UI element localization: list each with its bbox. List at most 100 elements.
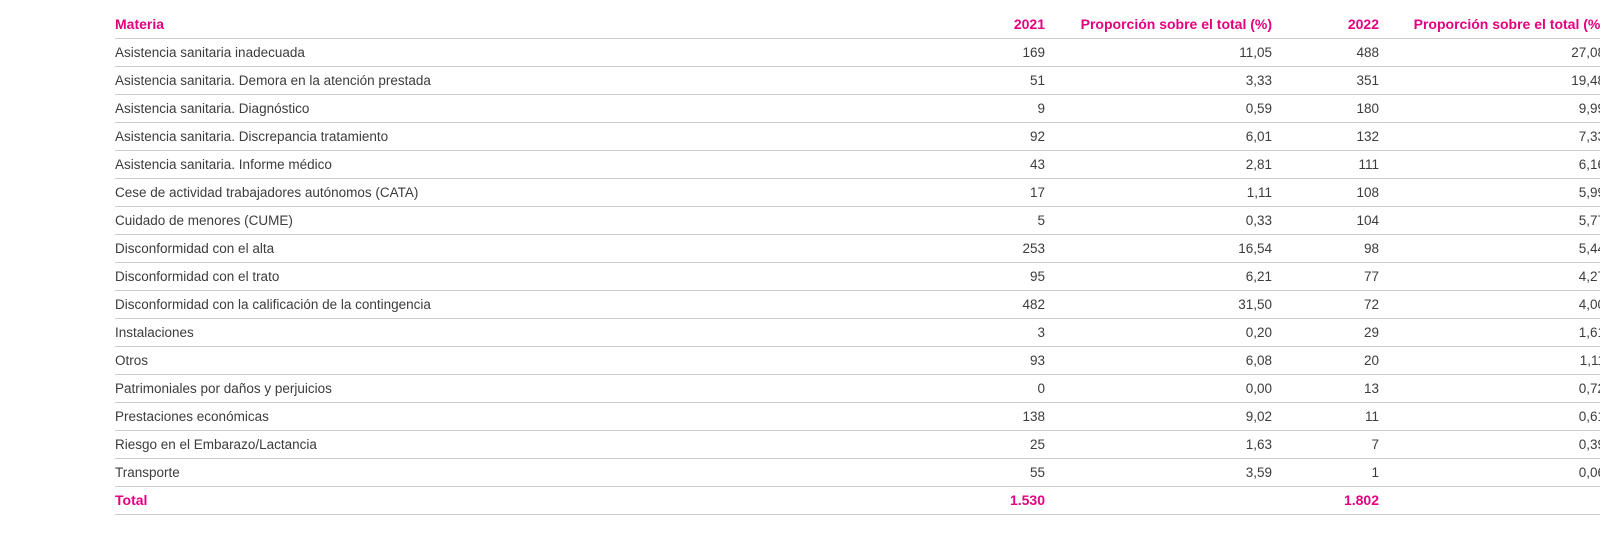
header-2021: 2021: [805, 11, 1045, 39]
total-proportion-2021: [1045, 486, 1272, 515]
cell-materia: Asistencia sanitaria inadecuada: [115, 38, 805, 67]
cell-2022: 108: [1272, 178, 1379, 207]
table-row: Disconformidad con el alta 253 16,54 98 …: [115, 234, 1600, 263]
cell-materia: Cuidado de menores (CUME): [115, 206, 805, 235]
cell-proportion-2021: 3,59: [1045, 458, 1272, 487]
header-proportion-2021: Proporción sobre el total (%): [1045, 11, 1272, 39]
cell-proportion-2022: 0,61: [1379, 402, 1600, 431]
total-2021: 1.530: [805, 486, 1045, 515]
cell-materia: Disconformidad con la calificación de la…: [115, 290, 805, 319]
total-row: Total 1.530 1.802: [115, 486, 1600, 515]
cell-proportion-2021: 1,11: [1045, 178, 1272, 207]
table-row: Disconformidad con el trato 95 6,21 77 4…: [115, 262, 1600, 291]
cell-2021: 17: [805, 178, 1045, 207]
cell-proportion-2022: 9,99: [1379, 94, 1600, 123]
cell-proportion-2022: 1,61: [1379, 318, 1600, 347]
cell-proportion-2022: 0,39: [1379, 430, 1600, 459]
cell-2022: 488: [1272, 38, 1379, 67]
table-row: Instalaciones 3 0,20 29 1,61: [115, 318, 1600, 347]
cell-2022: 13: [1272, 374, 1379, 403]
cell-2022: 1: [1272, 458, 1379, 487]
cell-materia: Disconformidad con el alta: [115, 234, 805, 263]
table-row: Asistencia sanitaria. Diagnóstico 9 0,59…: [115, 94, 1600, 123]
cell-2021: 169: [805, 38, 1045, 67]
cell-2021: 92: [805, 122, 1045, 151]
cell-2022: 72: [1272, 290, 1379, 319]
cell-materia: Riesgo en el Embarazo/Lactancia: [115, 430, 805, 459]
cell-materia: Prestaciones económicas: [115, 402, 805, 431]
cell-proportion-2022: 19,48: [1379, 66, 1600, 95]
cell-2022: 111: [1272, 150, 1379, 179]
header-materia: Materia: [115, 11, 805, 39]
cell-materia: Patrimoniales por daños y perjuicios: [115, 374, 805, 403]
table-row: Cese de actividad trabajadores autónomos…: [115, 178, 1600, 207]
table-row: Cuidado de menores (CUME) 5 0,33 104 5,7…: [115, 206, 1600, 235]
cell-materia: Transporte: [115, 458, 805, 487]
cell-proportion-2022: 6,16: [1379, 150, 1600, 179]
table-row: Transporte 55 3,59 1 0,06: [115, 458, 1600, 487]
cell-2021: 55: [805, 458, 1045, 487]
cell-2022: 11: [1272, 402, 1379, 431]
cell-proportion-2022: 0,72: [1379, 374, 1600, 403]
cell-proportion-2021: 6,01: [1045, 122, 1272, 151]
cell-2021: 253: [805, 234, 1045, 263]
cell-2022: 20: [1272, 346, 1379, 375]
cell-proportion-2021: 1,63: [1045, 430, 1272, 459]
cell-2022: 351: [1272, 66, 1379, 95]
cell-2022: 180: [1272, 94, 1379, 123]
cell-2021: 5: [805, 206, 1045, 235]
cell-2021: 93: [805, 346, 1045, 375]
cell-2021: 3: [805, 318, 1045, 347]
cell-proportion-2022: 5,44: [1379, 234, 1600, 263]
header-proportion-2022: Proporción sobre el total (%): [1379, 11, 1600, 39]
cell-2022: 29: [1272, 318, 1379, 347]
cell-proportion-2022: 27,08: [1379, 38, 1600, 67]
cell-2021: 25: [805, 430, 1045, 459]
complaints-by-subject-table: Materia 2021 Proporción sobre el total (…: [115, 11, 1600, 515]
cell-proportion-2021: 31,50: [1045, 290, 1272, 319]
cell-proportion-2021: 11,05: [1045, 38, 1272, 67]
cell-materia: Asistencia sanitaria. Discrepancia trata…: [115, 122, 805, 151]
total-2022: 1.802: [1272, 486, 1379, 515]
cell-materia: Disconformidad con el trato: [115, 262, 805, 291]
total-label: Total: [115, 486, 805, 515]
header-row: Materia 2021 Proporción sobre el total (…: [115, 11, 1600, 39]
cell-materia: Cese de actividad trabajadores autónomos…: [115, 178, 805, 207]
table-row: Asistencia sanitaria. Discrepancia trata…: [115, 122, 1600, 151]
cell-proportion-2021: 6,08: [1045, 346, 1272, 375]
cell-proportion-2021: 9,02: [1045, 402, 1272, 431]
complaints-table-container: Materia 2021 Proporción sobre el total (…: [115, 11, 1600, 515]
cell-2021: 9: [805, 94, 1045, 123]
cell-2022: 98: [1272, 234, 1379, 263]
cell-proportion-2021: 0,20: [1045, 318, 1272, 347]
table-row: Prestaciones económicas 138 9,02 11 0,61: [115, 402, 1600, 431]
cell-proportion-2022: 7,33: [1379, 122, 1600, 151]
cell-2021: 51: [805, 66, 1045, 95]
table-row: Asistencia sanitaria. Demora en la atenc…: [115, 66, 1600, 95]
cell-2022: 104: [1272, 206, 1379, 235]
cell-proportion-2022: 5,99: [1379, 178, 1600, 207]
header-2022: 2022: [1272, 11, 1379, 39]
cell-materia: Asistencia sanitaria. Diagnóstico: [115, 94, 805, 123]
cell-proportion-2021: 0,00: [1045, 374, 1272, 403]
cell-2021: 43: [805, 150, 1045, 179]
cell-2021: 0: [805, 374, 1045, 403]
cell-proportion-2021: 0,33: [1045, 206, 1272, 235]
cell-proportion-2021: 3,33: [1045, 66, 1272, 95]
cell-proportion-2021: 6,21: [1045, 262, 1272, 291]
cell-2021: 138: [805, 402, 1045, 431]
total-proportion-2022: [1379, 486, 1600, 515]
cell-proportion-2022: 4,00: [1379, 290, 1600, 319]
cell-materia: Otros: [115, 346, 805, 375]
cell-proportion-2021: 0,59: [1045, 94, 1272, 123]
cell-proportion-2021: 16,54: [1045, 234, 1272, 263]
cell-2021: 95: [805, 262, 1045, 291]
table-row: Patrimoniales por daños y perjuicios 0 0…: [115, 374, 1600, 403]
table-row: Asistencia sanitaria. Informe médico 43 …: [115, 150, 1600, 179]
cell-2022: 132: [1272, 122, 1379, 151]
cell-proportion-2022: 4,27: [1379, 262, 1600, 291]
cell-materia: Instalaciones: [115, 318, 805, 347]
cell-proportion-2022: 0,06: [1379, 458, 1600, 487]
table-row: Asistencia sanitaria inadecuada 169 11,0…: [115, 38, 1600, 67]
cell-proportion-2021: 2,81: [1045, 150, 1272, 179]
